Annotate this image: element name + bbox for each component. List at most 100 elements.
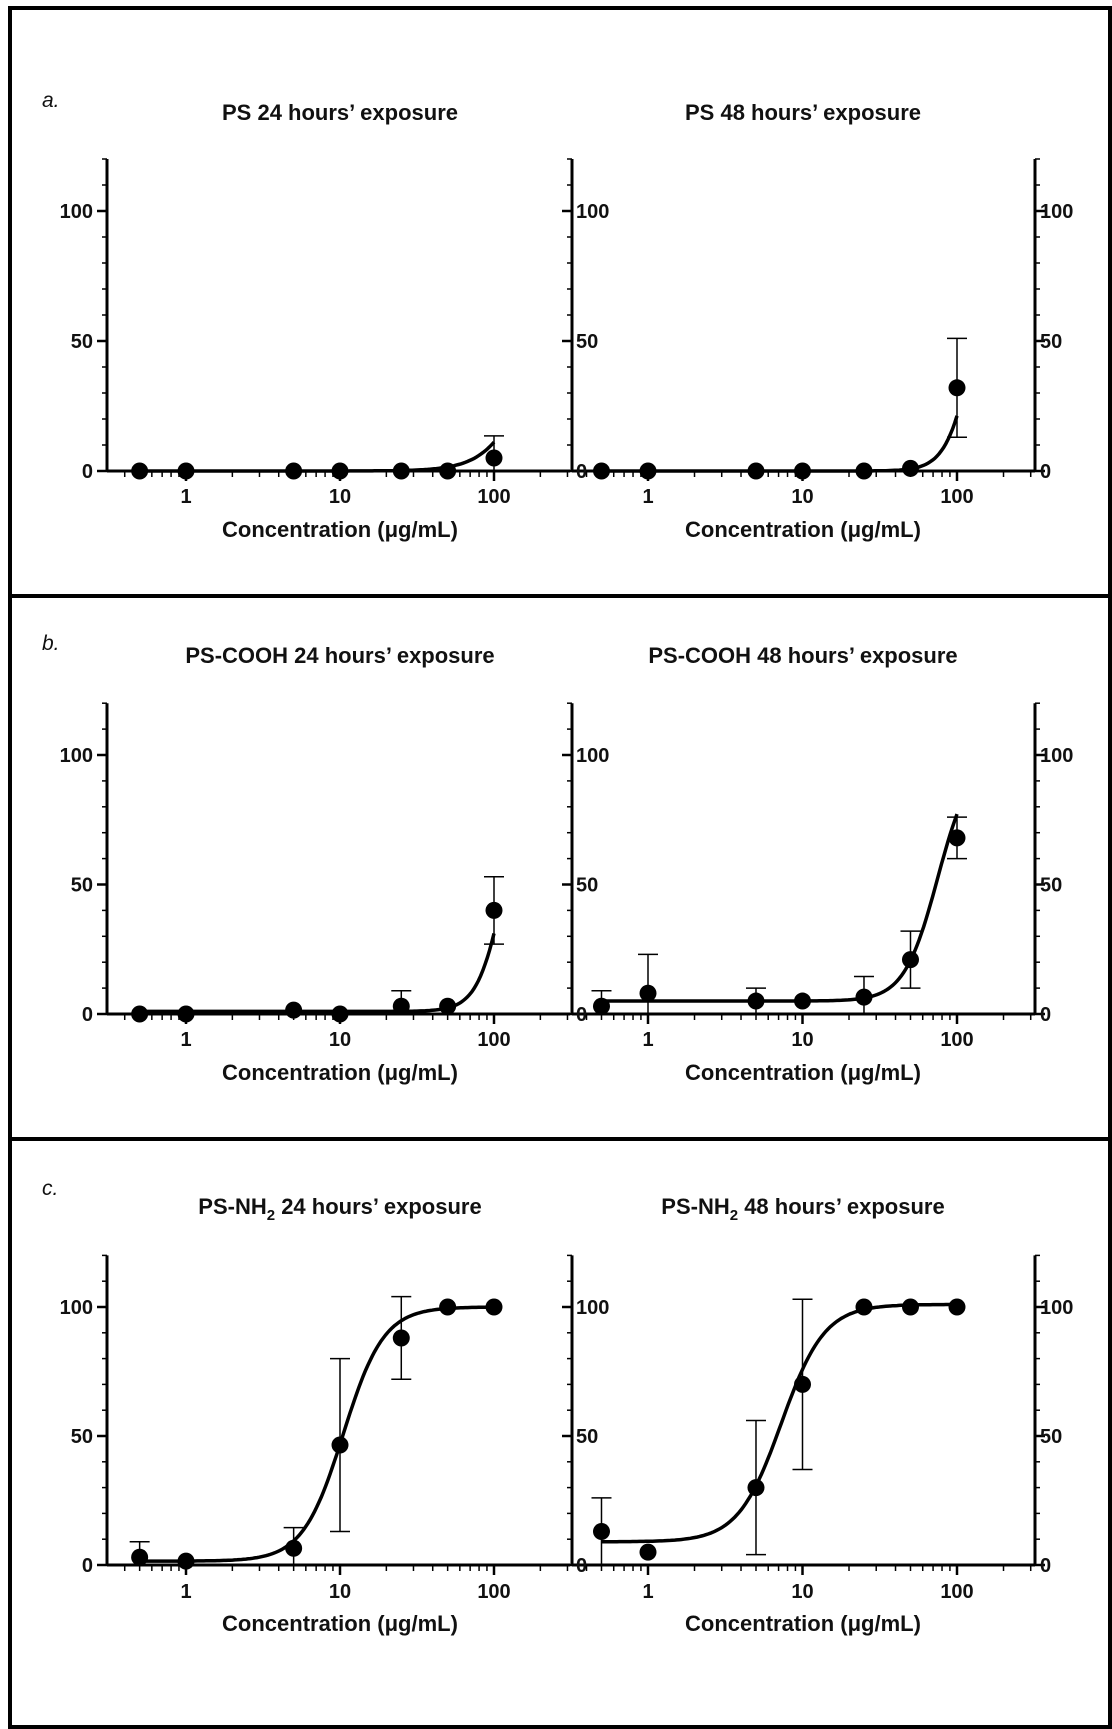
y-tick-label: 50 xyxy=(71,331,93,353)
chart-title-subscript: 2 xyxy=(267,1207,275,1224)
right-y-tick-label: 0 xyxy=(1040,1004,1051,1026)
chart-title: PS-NH2 48 hours’ exposure xyxy=(661,1194,944,1224)
figure-frame xyxy=(8,6,1112,1729)
chart-title-subscript: 2 xyxy=(730,1207,738,1224)
data-point xyxy=(285,1539,303,1557)
data-point xyxy=(901,459,919,477)
data-point xyxy=(794,462,811,480)
x-tick-label: 10 xyxy=(329,1581,351,1603)
chart-title: PS 48 hours’ exposure xyxy=(685,100,921,125)
data-point xyxy=(747,1479,765,1497)
data-point xyxy=(392,1329,410,1347)
y-tick-label: 100 xyxy=(60,745,93,767)
x-axis-label: Concentration (μg/mL) xyxy=(222,1611,458,1636)
data-point xyxy=(439,462,457,480)
x-tick-label: 10 xyxy=(791,1029,813,1051)
panel-letter-a: a. xyxy=(42,89,60,112)
fit-curve xyxy=(601,415,959,473)
data-point xyxy=(901,951,919,969)
fit-curve xyxy=(601,1302,957,1544)
chart-title-rest: 24 hours’ exposure xyxy=(275,1194,482,1219)
y-tick-label: 100 xyxy=(60,1297,93,1319)
data-point xyxy=(285,462,303,480)
x-tick-label: 100 xyxy=(940,1029,973,1051)
data-point xyxy=(177,1552,195,1570)
chart-3: PS-COOH 24 hours’ exposure 0 50 100 1 10 100 Co… xyxy=(60,643,570,1085)
data-point xyxy=(592,1522,610,1540)
fit-curve xyxy=(601,813,959,1003)
data-point xyxy=(131,462,149,480)
chart-title-main: PS 24 hours’ exposure xyxy=(222,100,458,125)
chart-title-main: PS-COOH 48 hours’ exposure xyxy=(648,643,957,668)
chart-6: PS-NH2 48 hours’ exposure 0 50 100 1 10 100 Con… xyxy=(562,1194,1035,1636)
data-point xyxy=(485,449,503,467)
right-y-tick-label: 0 xyxy=(1040,461,1051,483)
data-point xyxy=(392,462,410,480)
y-tick-label: 50 xyxy=(71,875,93,897)
x-tick-label: 100 xyxy=(940,486,973,508)
panel-letter-c: c. xyxy=(42,1177,58,1200)
data-point xyxy=(592,997,610,1015)
right-axis-row-1: 0 50 100 xyxy=(1033,158,1073,483)
data-point xyxy=(131,1005,149,1023)
x-tick-label: 10 xyxy=(329,486,351,508)
data-point xyxy=(331,1005,349,1023)
x-tick-label: 100 xyxy=(477,1029,510,1051)
chart-2: PS 48 hours’ exposure 0 50 100 1 10 100 Concent… xyxy=(562,100,1035,542)
x-tick-label: 10 xyxy=(791,486,813,508)
data-point xyxy=(439,997,457,1015)
chart-4: PS-COOH 48 hours’ exposure 0 50 100 1 10 100 Co… xyxy=(562,643,1035,1085)
fit-curve xyxy=(139,932,496,1014)
data-point xyxy=(485,1298,503,1316)
data-point xyxy=(285,1001,303,1019)
y-tick-label: 100 xyxy=(576,1297,609,1319)
data-point xyxy=(901,1298,919,1316)
chart-title: PS-COOH 24 hours’ exposure xyxy=(185,643,494,668)
x-tick-label: 100 xyxy=(940,1581,973,1603)
data-point xyxy=(331,1436,349,1454)
chart-title-main: PS-NH xyxy=(661,1194,729,1219)
y-tick-label: 50 xyxy=(576,1426,598,1448)
x-tick-label: 10 xyxy=(329,1029,351,1051)
right-y-tick-label: 100 xyxy=(1040,1297,1073,1319)
right-y-tick-label: 100 xyxy=(1040,201,1073,223)
data-point xyxy=(948,829,966,847)
right-y-tick-label: 0 xyxy=(1040,1555,1051,1577)
data-point xyxy=(639,1543,657,1561)
right-y-tick-label: 50 xyxy=(1040,875,1062,897)
x-tick-label: 1 xyxy=(642,486,653,508)
fit-curve xyxy=(139,440,496,473)
x-tick-label: 100 xyxy=(477,486,510,508)
y-tick-label: 100 xyxy=(576,745,609,767)
right-axis-row-2: 0 50 100 xyxy=(1033,702,1073,1026)
data-point xyxy=(747,462,765,480)
data-point xyxy=(855,1298,873,1316)
x-tick-label: 1 xyxy=(180,486,191,508)
x-tick-label: 10 xyxy=(791,1581,813,1603)
data-point xyxy=(948,1298,966,1316)
y-tick-label: 0 xyxy=(576,461,587,483)
y-tick-label: 0 xyxy=(576,1004,587,1026)
data-point xyxy=(592,462,610,480)
right-y-tick-label: 50 xyxy=(1040,331,1062,353)
fit-curve xyxy=(139,1305,495,1563)
y-tick-label: 50 xyxy=(576,331,598,353)
chart-1: PS 24 hours’ exposure 0 50 100 1 10 100 Concent… xyxy=(60,100,570,542)
panel-letter-b: b. xyxy=(42,632,60,655)
x-axis-label: Concentration (μg/mL) xyxy=(222,517,458,542)
data-point xyxy=(177,462,195,480)
x-tick-label: 1 xyxy=(180,1029,191,1051)
x-tick-label: 1 xyxy=(642,1581,653,1603)
chart-title: PS-NH2 24 hours’ exposure xyxy=(198,1194,481,1224)
chart-5: PS-NH2 24 hours’ exposure 0 50 100 1 10 100 Con… xyxy=(60,1194,570,1636)
y-tick-label: 50 xyxy=(576,875,598,897)
right-y-tick-label: 50 xyxy=(1040,1426,1062,1448)
data-point xyxy=(794,1375,811,1393)
data-point xyxy=(639,462,657,480)
data-point xyxy=(855,462,873,480)
x-axis-label: Concentration (μg/mL) xyxy=(685,1060,921,1085)
data-point xyxy=(747,992,765,1010)
y-tick-label: 50 xyxy=(71,1426,93,1448)
chart-title: PS-COOH 48 hours’ exposure xyxy=(648,643,957,668)
